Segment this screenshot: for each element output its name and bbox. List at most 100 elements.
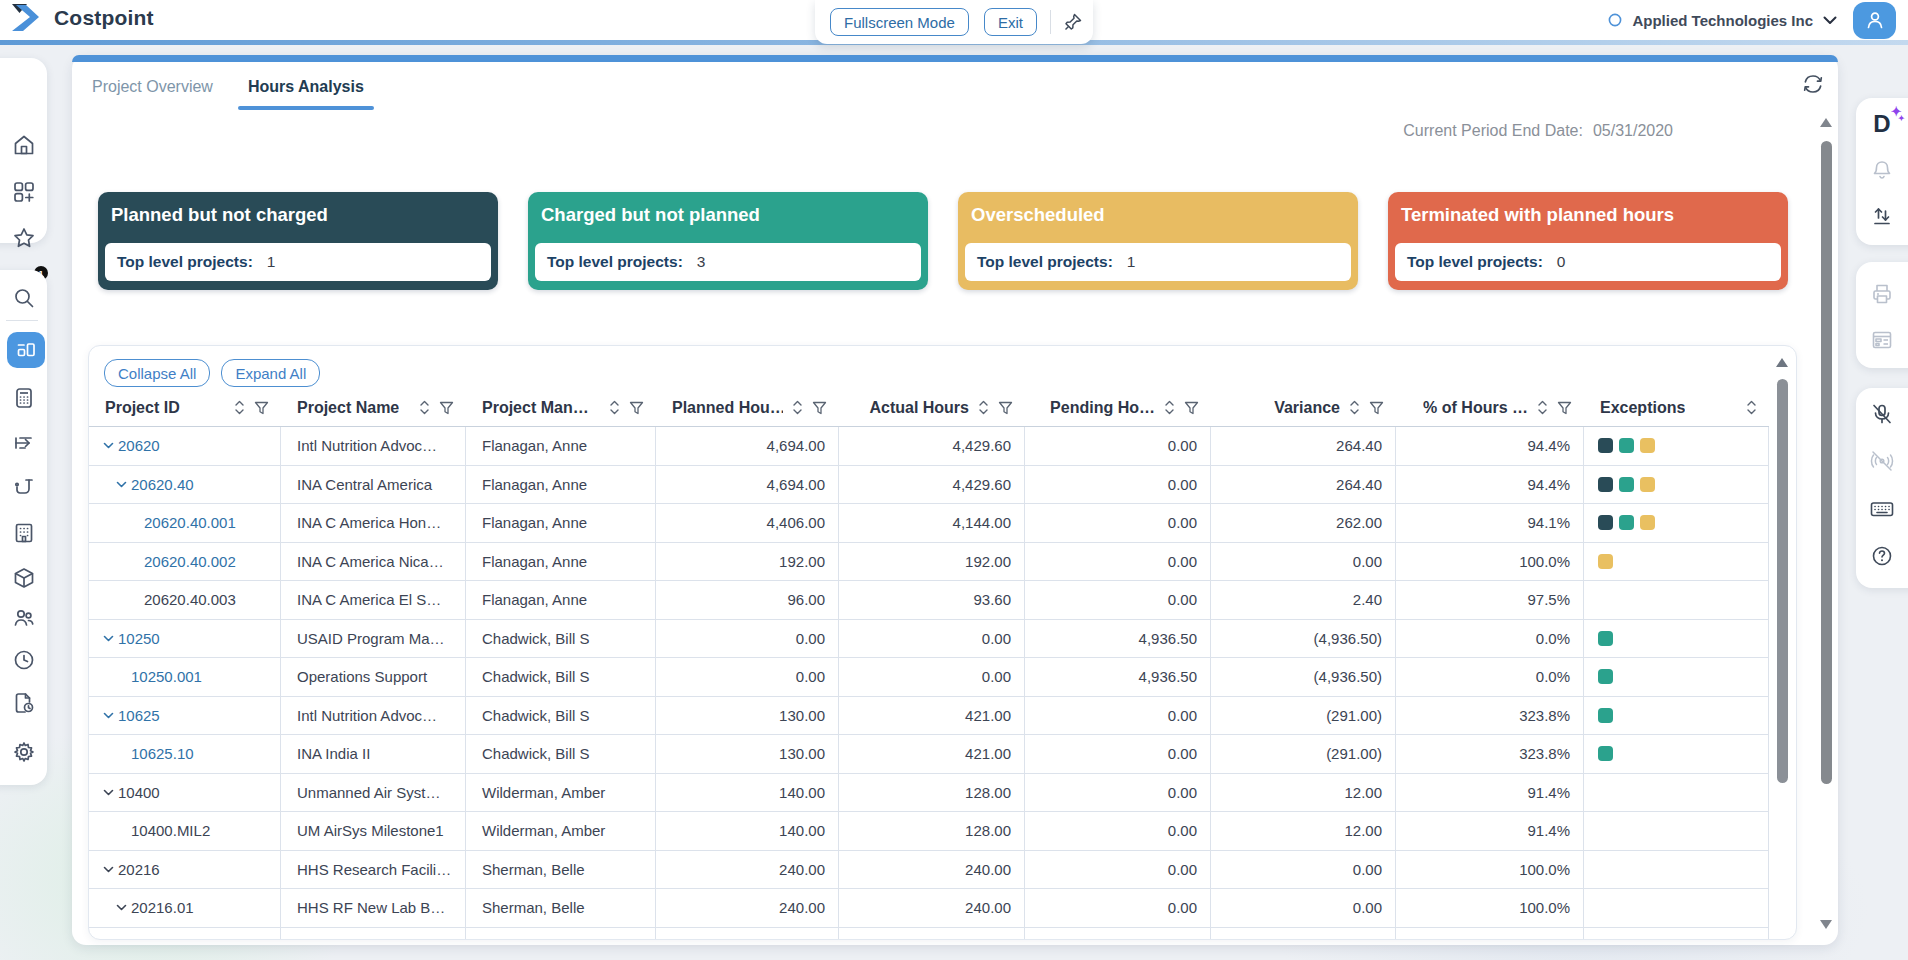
mic-muted-icon[interactable] bbox=[1856, 402, 1908, 426]
project-id-link[interactable]: 10250 bbox=[118, 630, 160, 647]
page-scrollbar-thumb[interactable] bbox=[1821, 141, 1832, 784]
company-selector[interactable]: Applied Technologies Inc bbox=[1632, 12, 1813, 29]
organization-icon[interactable] bbox=[0, 521, 47, 545]
pin-icon[interactable] bbox=[1063, 12, 1083, 32]
column-header[interactable]: Project Name bbox=[281, 389, 466, 426]
import-export-icon[interactable] bbox=[1856, 204, 1908, 228]
scroll-up-icon[interactable] bbox=[1820, 118, 1832, 127]
project-id-link[interactable]: 10625 bbox=[118, 707, 160, 724]
home-icon[interactable] bbox=[0, 133, 47, 157]
filter-icon[interactable] bbox=[254, 401, 269, 415]
table-row[interactable]: 10250.001Operations SupportChadwick, Bil… bbox=[89, 658, 1769, 697]
table-row[interactable]: 20620Intl Nutrition Advoc…Flanagan, Anne… bbox=[89, 427, 1769, 466]
people-icon[interactable] bbox=[0, 606, 47, 630]
filter-icon[interactable] bbox=[812, 401, 827, 415]
refresh-icon[interactable] bbox=[1801, 72, 1825, 96]
page-scrollbar[interactable] bbox=[1820, 112, 1833, 935]
search-icon[interactable] bbox=[0, 286, 47, 310]
table-row[interactable]: 20216.01.001HHS RF New Lab B…Sherman, Be… bbox=[89, 928, 1769, 941]
project-id-link[interactable]: 10625.10 bbox=[131, 745, 194, 762]
sort-icon[interactable] bbox=[1164, 400, 1175, 415]
project-id-link[interactable]: 20620 bbox=[118, 437, 160, 454]
column-header[interactable]: Planned Hou… bbox=[656, 389, 839, 426]
table-scrollbar-thumb[interactable] bbox=[1777, 379, 1788, 783]
settings-icon[interactable] bbox=[0, 740, 47, 764]
scroll-up-icon[interactable] bbox=[1776, 358, 1788, 367]
table-row[interactable]: 20216HHS Research Facili…Sherman, Belle2… bbox=[89, 851, 1769, 890]
project-name-cell: HHS Research Facili… bbox=[281, 851, 466, 889]
expand-chevron-icon[interactable] bbox=[116, 481, 127, 488]
table-row[interactable]: 10400.MIL2UM AirSys Milestone1Wilderman,… bbox=[89, 812, 1769, 851]
pending-hours-cell: 0.00 bbox=[1025, 427, 1211, 465]
sort-icon[interactable] bbox=[792, 400, 803, 415]
actual-hours-cell: 93.60 bbox=[839, 581, 1025, 619]
table-row[interactable]: 10625.10INA India IIChadwick, Bill S130.… bbox=[89, 735, 1769, 774]
column-header[interactable]: Exceptions bbox=[1584, 389, 1769, 426]
expand-chevron-icon[interactable] bbox=[116, 904, 127, 911]
column-header[interactable]: Actual Hours bbox=[839, 389, 1025, 426]
sort-icon[interactable] bbox=[1349, 400, 1360, 415]
sort-icon[interactable] bbox=[978, 400, 989, 415]
filter-icon[interactable] bbox=[1369, 401, 1384, 415]
notifications-icon[interactable] bbox=[1856, 158, 1908, 182]
materials-icon[interactable] bbox=[0, 476, 47, 500]
filter-icon[interactable] bbox=[1557, 401, 1572, 415]
inventory-icon[interactable] bbox=[0, 566, 47, 590]
table-row[interactable]: 10625Intl Nutrition Advoc…Chadwick, Bill… bbox=[89, 697, 1769, 736]
keyboard-icon[interactable] bbox=[1856, 497, 1908, 521]
expand-chevron-icon[interactable] bbox=[103, 866, 114, 873]
voice-muted-icon[interactable] bbox=[1856, 449, 1908, 473]
project-id-link[interactable]: 20620.40 bbox=[131, 476, 194, 493]
tab-project-overview[interactable]: Project Overview bbox=[82, 75, 223, 110]
calculator-icon[interactable] bbox=[0, 386, 47, 410]
column-header[interactable]: Project Man… bbox=[466, 389, 656, 426]
table-row[interactable]: 20216.01HHS RF New Lab B…Sherman, Belle2… bbox=[89, 889, 1769, 928]
column-header[interactable]: Variance bbox=[1211, 389, 1396, 426]
scroll-down-icon[interactable] bbox=[1820, 920, 1832, 929]
exit-button[interactable]: Exit bbox=[984, 8, 1037, 36]
sort-icon[interactable] bbox=[234, 400, 245, 415]
expand-chevron-icon[interactable] bbox=[103, 442, 114, 449]
column-header[interactable]: Project ID bbox=[89, 389, 281, 426]
project-id-link[interactable]: 10250.001 bbox=[131, 668, 202, 685]
collapse-all-button[interactable]: Collapse All bbox=[104, 359, 210, 387]
expand-all-button[interactable]: Expand All bbox=[221, 359, 320, 387]
expense-report-icon[interactable] bbox=[0, 691, 47, 715]
column-header[interactable]: % of Hours … bbox=[1396, 389, 1584, 426]
projects-dashboard-item[interactable] bbox=[7, 332, 45, 368]
filter-icon[interactable] bbox=[998, 401, 1013, 415]
project-id-link[interactable]: 20620.40.001 bbox=[144, 514, 236, 531]
star-icon[interactable] bbox=[0, 226, 47, 250]
sort-icon[interactable] bbox=[1537, 400, 1548, 415]
expand-chevron-icon[interactable] bbox=[103, 712, 114, 719]
table-row[interactable]: 20620.40INA Central AmericaFlanagan, Ann… bbox=[89, 466, 1769, 505]
sort-icon[interactable] bbox=[1746, 400, 1757, 415]
time-icon[interactable] bbox=[0, 648, 47, 672]
apps-add-icon[interactable] bbox=[0, 180, 47, 204]
filter-icon[interactable] bbox=[439, 401, 454, 415]
help-icon[interactable] bbox=[1856, 544, 1908, 568]
user-avatar-button[interactable] bbox=[1853, 2, 1896, 39]
table-row[interactable]: 10400Unmanned Air Syst…Wilderman, Amber1… bbox=[89, 774, 1769, 813]
table-row[interactable]: 20620.40.003INA C America El S…Flanagan,… bbox=[89, 581, 1769, 620]
table-row[interactable]: 10250USAID Program Ma…Chadwick, Bill S0.… bbox=[89, 620, 1769, 659]
table-scrollbar[interactable] bbox=[1776, 346, 1789, 939]
form-view-icon[interactable] bbox=[1856, 328, 1908, 352]
tab-hours-analysis[interactable]: Hours Analysis bbox=[238, 75, 374, 110]
project-id-link[interactable]: 20216.01.001 bbox=[144, 938, 236, 940]
filter-icon[interactable] bbox=[1184, 401, 1199, 415]
workflow-icon[interactable] bbox=[0, 431, 47, 455]
chevron-down-icon[interactable] bbox=[1823, 16, 1837, 25]
deltek-assistant-icon[interactable]: D✦✦ bbox=[1856, 112, 1908, 136]
table-row[interactable]: 20620.40.001INA C America Hon…Flanagan, … bbox=[89, 504, 1769, 543]
expand-chevron-icon[interactable] bbox=[103, 789, 114, 796]
print-icon[interactable] bbox=[1856, 282, 1908, 306]
expand-chevron-icon[interactable] bbox=[103, 635, 114, 642]
table-row[interactable]: 20620.40.002INA C America Nica…Flanagan,… bbox=[89, 543, 1769, 582]
fullscreen-mode-button[interactable]: Fullscreen Mode bbox=[830, 8, 969, 36]
column-header[interactable]: Pending Ho… bbox=[1025, 389, 1211, 426]
project-id-link[interactable]: 20620.40.002 bbox=[144, 553, 236, 570]
sort-icon[interactable] bbox=[419, 400, 430, 415]
filter-icon[interactable] bbox=[629, 401, 644, 415]
sort-icon[interactable] bbox=[609, 400, 620, 415]
